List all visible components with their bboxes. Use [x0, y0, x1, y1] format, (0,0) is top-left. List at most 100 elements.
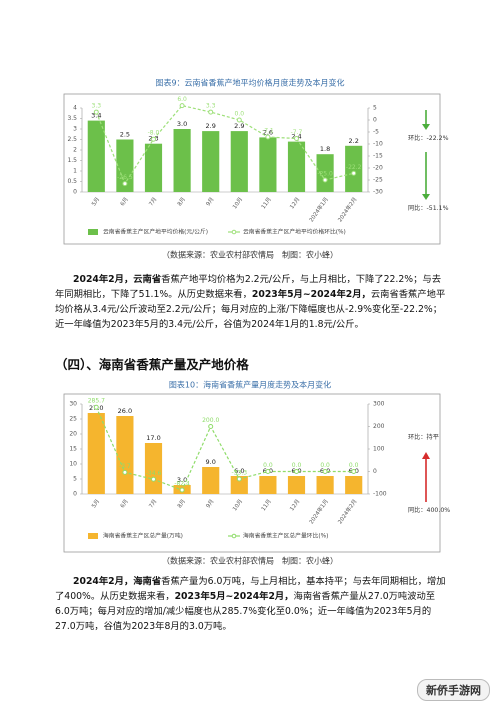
y2-tick-label: -5 — [373, 129, 379, 136]
bar — [87, 120, 105, 192]
text-run: 香蕉产量为6.0万吨，与上月相比，基本持平；与去年同期相比，增加了400%。从历… — [55, 576, 446, 602]
annotation: 环比：持平 — [408, 433, 439, 441]
line-point — [179, 487, 185, 493]
bar — [173, 129, 191, 192]
line-point — [151, 476, 156, 482]
x-tick-label: 7月 — [147, 498, 158, 509]
line-value-label: -34.6 — [146, 470, 162, 477]
bar — [230, 476, 248, 494]
arrow-head — [422, 124, 430, 130]
bar-value-label: 2.2 — [349, 137, 359, 145]
line-value-label: 285.7 — [88, 398, 105, 405]
line-value-label: -25.0 — [317, 171, 333, 178]
line-value-label: -7.7 — [291, 129, 303, 136]
line-value-label: -22.2 — [346, 164, 362, 171]
line-value-label: 6.0 — [177, 96, 187, 103]
annotation: 环比：-22.2% — [408, 134, 449, 142]
legend-label: 云南省香蕉主产区产地平均价格环比(%) — [243, 228, 346, 236]
y-tick-label: 0.5 — [67, 178, 77, 185]
line-point — [208, 109, 214, 115]
y-tick-label: 0 — [73, 189, 77, 196]
line-point — [93, 404, 99, 410]
y2-tick-label: -100 — [373, 491, 387, 498]
x-tick-label: 5月 — [90, 498, 101, 509]
bar — [144, 443, 163, 494]
legend-label: 云南省香蕉主产区产地平均价格(元/公斤) — [103, 228, 208, 236]
line-point — [265, 469, 271, 474]
line-value-label: 3.3 — [92, 103, 102, 110]
legend-swatch — [88, 533, 98, 539]
line-value-label: 0.0 — [320, 462, 330, 469]
x-tick-label: 8月 — [176, 196, 187, 207]
y-tick-label: 20 — [69, 431, 77, 438]
line-value-label: -26.5 — [117, 174, 133, 181]
chart-title: 图表9：云南省香蕉产地平均价格月度走势及本月变化 — [155, 78, 344, 88]
y-tick-label: 3 — [73, 126, 77, 133]
line-point — [151, 136, 156, 142]
line-point — [294, 469, 299, 474]
line — [95, 406, 354, 491]
y2-tick-label: -25 — [373, 177, 383, 184]
line-point — [322, 469, 328, 474]
line-value-label: 0.0 — [292, 462, 302, 469]
line-point — [294, 135, 299, 141]
y2-tick-label: -10 — [373, 141, 383, 148]
line-value-label: -8.0 — [148, 130, 160, 137]
bar-value-label: 17.0 — [146, 434, 160, 442]
bar — [287, 141, 306, 192]
bar — [202, 131, 220, 192]
bar-value-label: 3.0 — [177, 120, 187, 128]
line-value-label: -82.4 — [174, 481, 190, 488]
arrow-head — [422, 452, 430, 459]
y-tick-label: 30 — [69, 401, 77, 408]
y-tick-label: 3.5 — [67, 115, 77, 122]
x-tick-label: 9月 — [205, 196, 216, 207]
y2-tick-label: -15 — [373, 153, 383, 160]
y2-tick-label: 200 — [373, 423, 385, 430]
line-point — [122, 469, 128, 475]
x-tick-label: 7月 — [147, 196, 158, 207]
legend-swatch — [231, 533, 237, 539]
paragraph: 2024年2月，云南省香蕉产地平均价格为2.2元/公斤，与上月相比，下降了22.… — [55, 272, 447, 332]
arrow-head — [422, 194, 430, 200]
legend-label: 海南省香蕉主产区总产量(万吨) — [103, 532, 183, 540]
bar — [259, 476, 277, 494]
paragraph: 2024年2月，海南省香蕉产量为6.0万吨，与上月相比，基本持平；与去年同期相比… — [55, 574, 447, 634]
legend-label: 海南省香蕉主产区总产量环比(%) — [243, 532, 328, 540]
bar — [144, 143, 163, 192]
x-tick-label: 8月 — [176, 498, 187, 509]
y-tick-label: 2 — [73, 147, 77, 154]
line-point — [265, 134, 271, 140]
line-point — [351, 469, 357, 474]
y-tick-label: 1 — [73, 168, 77, 175]
line-value-label: -7.1 — [262, 128, 274, 135]
bar-value-label: 2.5 — [120, 131, 130, 139]
text-run: 海南省香蕉产量从27.0万吨波动至6.0万吨；每月对应的增加/减少幅度也从285… — [55, 591, 436, 632]
y2-tick-label: -20 — [373, 165, 383, 172]
bar-value-label: 1.8 — [320, 145, 330, 153]
y-tick-label: 10 — [69, 461, 77, 468]
bar — [345, 476, 363, 494]
chart-source: （数据来源：农业农村部农情局 制图：农小蜂） — [162, 250, 338, 260]
bar-value-label: 2.6 — [263, 128, 273, 136]
line-value-label: -33.3 — [232, 469, 248, 476]
text-run: 2023年5月~2024年2月， — [174, 591, 294, 602]
bar — [259, 137, 277, 192]
chart-source: （数据来源：农业农村部农情局 制图：农小蜂） — [162, 556, 338, 566]
y2-tick-label: 0 — [373, 117, 377, 124]
bar-value-label: 2.9 — [234, 122, 244, 130]
line-point — [179, 103, 185, 109]
y-tick-label: 5 — [73, 476, 77, 483]
x-tick-label: 5月 — [90, 196, 101, 207]
bar-value-label: 6.0 — [234, 467, 244, 475]
annotation: 同比：400.0% — [408, 506, 450, 514]
bar — [87, 413, 105, 494]
bar — [202, 467, 220, 494]
line-point — [208, 424, 214, 429]
bar — [345, 145, 363, 192]
bar — [116, 416, 134, 494]
x-tick-label: 6月 — [119, 498, 130, 509]
line-value-label: 200.0 — [202, 417, 219, 424]
line-point — [122, 181, 128, 187]
